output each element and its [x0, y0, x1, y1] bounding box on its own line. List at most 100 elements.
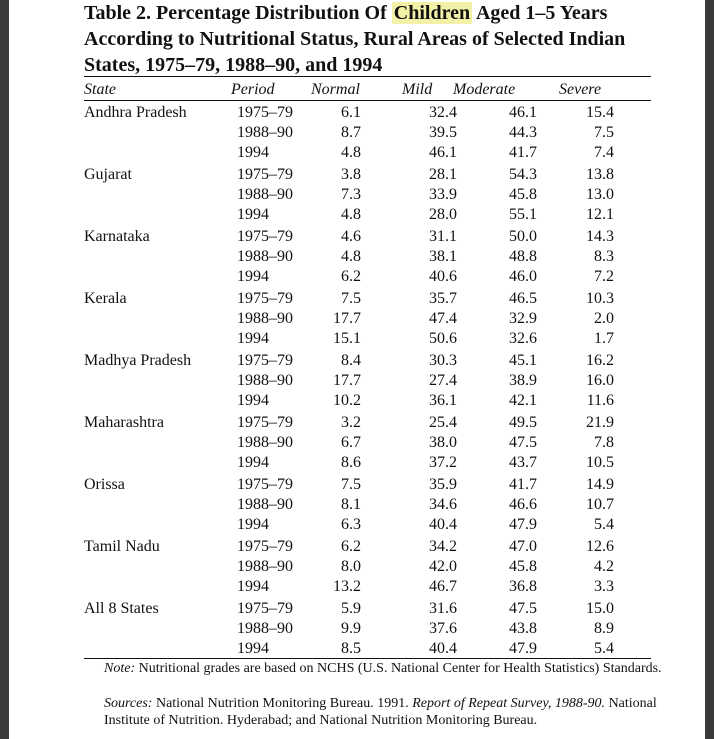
cell-mild: 40.4	[429, 640, 457, 657]
cell-period: 1975–79	[237, 290, 293, 307]
cell-period: 1988–90	[237, 558, 293, 575]
cell-period: 1994	[237, 330, 269, 347]
cell-severe: 12.1	[586, 206, 614, 223]
cell-moderate: 46.5	[509, 290, 537, 307]
cell-period: 1994	[237, 516, 269, 533]
cell-normal: 8.0	[341, 558, 361, 575]
state-name: Maharashtra	[84, 414, 164, 431]
sources-report-title: Report of Repeat Survey, 1988-90.	[412, 696, 606, 711]
cell-moderate: 43.8	[509, 620, 537, 637]
cell-moderate: 46.0	[509, 268, 537, 285]
cell-normal: 6.3	[341, 516, 361, 533]
cell-moderate: 46.1	[509, 104, 537, 121]
header-rule	[84, 100, 651, 101]
cell-mild: 27.4	[429, 372, 457, 389]
cell-normal: 8.5	[341, 640, 361, 657]
cell-severe: 12.6	[586, 538, 614, 555]
state-name: Kerala	[84, 290, 127, 307]
cell-period: 1988–90	[237, 434, 293, 451]
cell-mild: 40.4	[429, 516, 457, 533]
cell-period: 1994	[237, 268, 269, 285]
cell-period: 1975–79	[237, 538, 293, 555]
cell-severe: 11.6	[586, 392, 614, 409]
cell-moderate: 50.0	[509, 228, 537, 245]
cell-normal: 3.2	[341, 414, 361, 431]
cell-severe: 21.9	[586, 414, 614, 431]
document-page: Table 2. Percentage Distribution Of Chil…	[9, 0, 705, 739]
cell-severe: 13.0	[586, 186, 614, 203]
cell-period: 1975–79	[237, 104, 293, 121]
cell-normal: 15.1	[333, 330, 361, 347]
cell-mild: 33.9	[429, 186, 457, 203]
cell-period: 1975–79	[237, 228, 293, 245]
cell-moderate: 38.9	[509, 372, 537, 389]
cell-period: 1994	[237, 206, 269, 223]
cell-moderate: 47.9	[509, 640, 537, 657]
cell-period: 1988–90	[237, 124, 293, 141]
state-name: Karnataka	[84, 228, 150, 245]
cell-period: 1975–79	[237, 166, 293, 183]
cell-normal: 7.3	[341, 186, 361, 203]
cell-period: 1975–79	[237, 476, 293, 493]
cell-normal: 13.2	[333, 578, 361, 595]
cell-severe: 16.2	[586, 352, 614, 369]
title-line1-suffix: Aged 1–5 Years	[472, 2, 608, 24]
cell-moderate: 55.1	[509, 206, 537, 223]
cell-severe: 4.2	[594, 558, 614, 575]
table-title: Table 2. Percentage Distribution Of Chil…	[84, 0, 684, 78]
cell-period: 1994	[237, 144, 269, 161]
cell-normal: 5.9	[341, 600, 361, 617]
state-name: Andhra Pradesh	[84, 104, 187, 121]
cell-moderate: 41.7	[509, 476, 537, 493]
cell-severe: 7.8	[594, 434, 614, 451]
window-frame-left	[0, 0, 9, 739]
cell-mild: 28.0	[429, 206, 457, 223]
cell-severe: 7.5	[594, 124, 614, 141]
cell-normal: 4.6	[341, 228, 361, 245]
cell-moderate: 47.5	[509, 434, 537, 451]
cell-severe: 16.0	[586, 372, 614, 389]
cell-period: 1975–79	[237, 414, 293, 431]
cell-moderate: 49.5	[509, 414, 537, 431]
cell-normal: 6.2	[341, 538, 361, 555]
cell-moderate: 42.1	[509, 392, 537, 409]
cell-mild: 37.6	[429, 620, 457, 637]
cell-mild: 36.1	[429, 392, 457, 409]
cell-mild: 34.6	[429, 496, 457, 513]
cell-moderate: 45.8	[509, 558, 537, 575]
cell-moderate: 36.8	[509, 578, 537, 595]
cell-mild: 47.4	[429, 310, 457, 327]
cell-moderate: 47.0	[509, 538, 537, 555]
cell-normal: 3.8	[341, 166, 361, 183]
cell-normal: 10.2	[333, 392, 361, 409]
cell-normal: 4.8	[341, 248, 361, 265]
cell-severe: 7.4	[594, 144, 614, 161]
cell-mild: 30.3	[429, 352, 457, 369]
cell-mild: 32.4	[429, 104, 457, 121]
cell-severe: 2.0	[594, 310, 614, 327]
sources-label: Sources:	[104, 696, 153, 711]
cell-moderate: 43.7	[509, 454, 537, 471]
cell-severe: 10.7	[586, 496, 614, 513]
cell-severe: 8.9	[594, 620, 614, 637]
state-name: Tamil Nadu	[84, 538, 160, 555]
cell-normal: 8.1	[341, 496, 361, 513]
table-top-rule	[84, 76, 651, 77]
note-label: Note:	[104, 661, 136, 676]
sources-text1: National Nutrition Monitoring Bureau. 19…	[152, 696, 413, 711]
state-name: Gujarat	[84, 166, 132, 183]
header-mild: Mild	[402, 81, 433, 98]
cell-normal: 8.4	[341, 352, 361, 369]
cell-severe: 7.2	[594, 268, 614, 285]
cell-normal: 4.8	[341, 206, 361, 223]
cell-mild: 42.0	[429, 558, 457, 575]
title-line3: States, 1975–79, 1988–90, and 1994	[84, 54, 383, 76]
cell-severe: 13.8	[586, 166, 614, 183]
state-name: All 8 States	[84, 600, 159, 617]
cell-severe: 10.5	[586, 454, 614, 471]
cell-severe: 1.7	[594, 330, 614, 347]
cell-moderate: 46.6	[509, 496, 537, 513]
cell-moderate: 41.7	[509, 144, 537, 161]
cell-period: 1975–79	[237, 600, 293, 617]
header-period: Period	[231, 81, 275, 98]
